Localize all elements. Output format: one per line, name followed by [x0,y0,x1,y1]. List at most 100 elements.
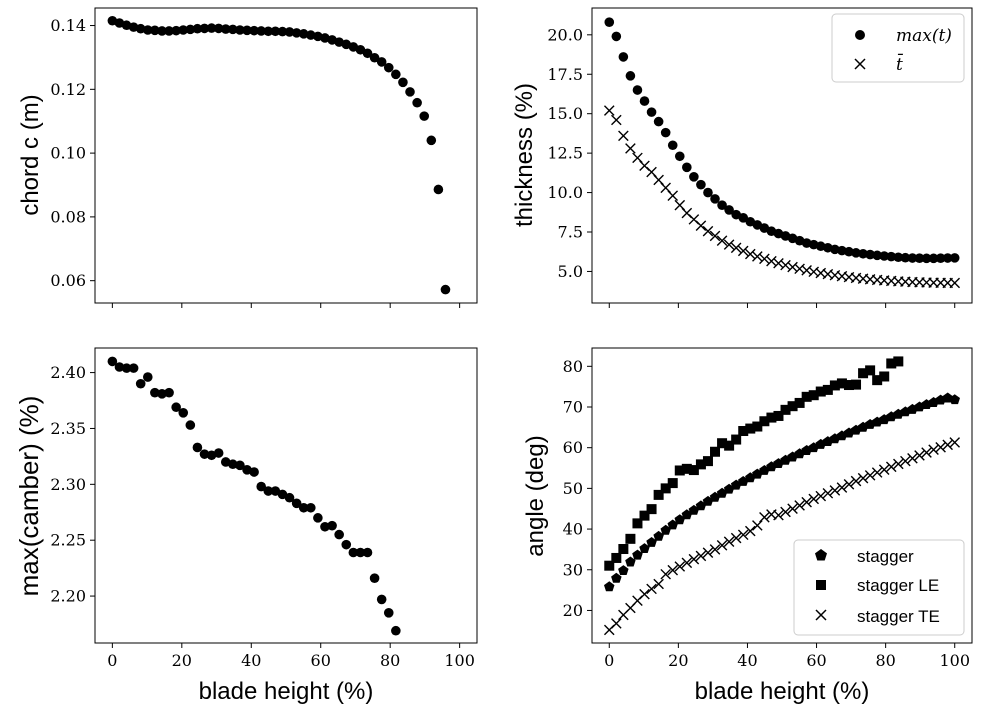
camber-series0-point [341,539,352,550]
angle-series2-point [928,444,939,456]
chord-series0-point [206,23,217,33]
angle-series1-point [815,386,826,397]
chord-series0-point [383,62,394,73]
chord-series0-point [220,24,231,34]
angle-series0-point [709,491,721,502]
thickness-series0-point [682,162,692,173]
angle-series1-point [646,504,657,515]
chord-series0-point [270,26,281,37]
angle-series2-point [822,487,834,499]
camber-series0-point [213,448,224,458]
angle-series2-point [914,450,925,461]
camber-series0-point [171,402,181,413]
x-tick-label: 60 [806,651,826,670]
angle-series0-point [688,504,700,515]
chord-series0-point [185,24,196,35]
angle-series1-point [667,478,678,489]
angle-series1-point [731,434,742,445]
angle-series1-point [843,380,854,391]
camber-series0-point [249,467,259,477]
angle-series2-point [871,467,883,478]
angle-series1-point [717,438,728,449]
thickness-series0-point [618,52,629,62]
chord-series0-point [199,23,210,34]
chord-series0-point [433,184,444,195]
thickness-series0-point [667,140,678,151]
camber-series0-point [128,363,139,373]
thickness-series0-point [921,253,932,264]
chord-series0-point [249,25,259,36]
angle-series2-point [611,618,622,629]
thickness-legend: max(t) t̄ [831,13,965,83]
angle-series2-point [660,568,671,580]
angle-series1-point [604,560,615,571]
thickness-series0-point [844,246,854,257]
angle-series1-point [639,510,650,521]
thickness-series1-point [695,220,707,231]
thickness-series0-point [604,17,615,27]
angle-series1-point [851,379,862,390]
thickness-series0-point [865,249,875,260]
angle-series2-point [801,496,812,508]
thickness-series1-point [773,257,784,269]
thickness-points [603,17,961,289]
angle-series2-point [730,532,742,544]
thickness-series0-point [872,250,882,261]
angle-series2-point [808,493,820,505]
legend-label-stagger-le: stagger LE [857,576,939,595]
chord-series0-point [277,26,288,37]
angle-series1-point [632,518,643,529]
chord-ylabel: chord c (m) [17,94,44,215]
chord-series0-point [263,26,274,37]
thickness-series1-point [766,255,777,267]
angle-series1-point [681,463,692,474]
angle-series1-point [865,365,876,376]
thickness-series1-point [618,130,629,142]
angle-series0-point [716,487,728,498]
angle-series2-point [653,578,664,590]
camber-series0-point [192,442,203,453]
camber-series0-point [327,520,337,531]
thickness-series0-point [900,252,911,263]
angle-series1-point [618,544,629,555]
thickness-series1-point [794,263,805,275]
angle-series2-point [688,553,700,565]
angle-series1-point [773,410,784,421]
angle-series0-point [660,524,671,535]
angle-series1-point [787,401,798,412]
angle-series1-point [653,489,664,500]
thickness-series0-point [611,31,622,42]
camber-series0-point [334,529,344,540]
chord-series0-point [412,97,422,108]
camber-series0-point [284,492,295,503]
thickness-series0-point [689,171,699,182]
angle-series1-point [738,426,749,437]
angle-series2-point [815,490,827,502]
chord-series0-point [291,28,302,38]
angle-series1-point [808,390,819,401]
chord-series0-point [419,111,430,121]
angle-series1-point [858,368,869,379]
angle-plot-frame [591,347,973,644]
angle-series0-point [723,483,735,494]
camber-series0-point [298,502,309,513]
thickness-series0-point [653,116,664,127]
angle-series0-point [632,549,643,560]
thickness-series1-point [759,253,770,265]
angle-series2-point [843,479,855,490]
y-tick-label: 2.30 [50,475,86,494]
chord-plot-frame [94,7,478,304]
camber-series0-point [355,547,366,558]
angle-series1-point [724,440,735,451]
angle-series2-point [893,458,904,470]
angle-series2-point [907,452,918,464]
x-tick-label: 100 [444,651,475,670]
thickness-series1-point [709,230,721,242]
angle-series0-point [702,495,714,506]
thickness-series0-point [935,253,946,263]
y-tick-label: 10.0 [547,183,583,202]
camber-series0-point [391,625,401,636]
angle-series1-point [801,391,812,402]
camber-ticks: 0 20 40 60 80 100 2.20 2.25 2.30 2.35 2.40 [50,363,475,670]
